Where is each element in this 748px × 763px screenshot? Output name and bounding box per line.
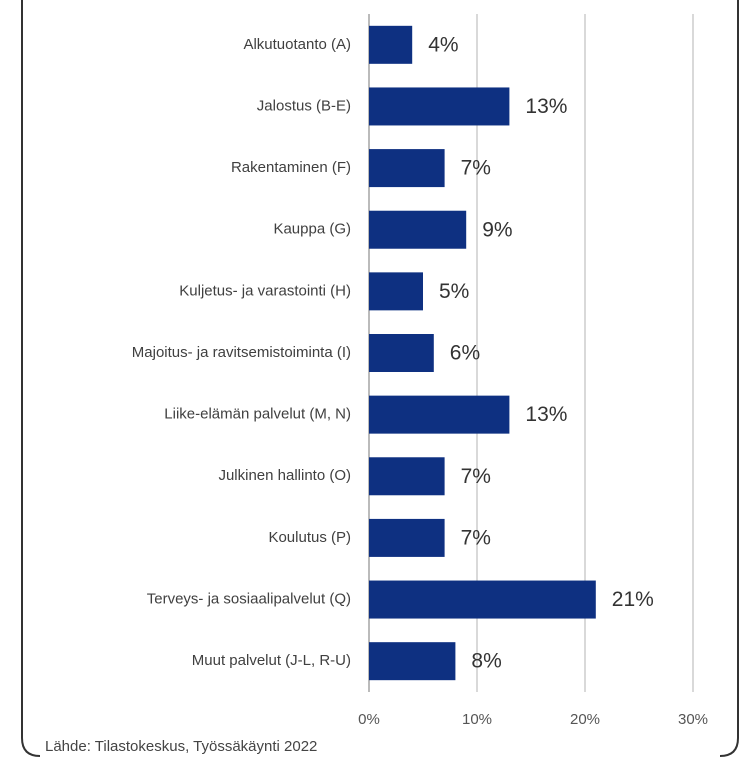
x-tick-label: 10% bbox=[462, 711, 492, 728]
bar bbox=[369, 25, 413, 64]
value-label: 4% bbox=[428, 33, 458, 56]
bar bbox=[369, 642, 456, 681]
x-tick-label: 0% bbox=[358, 711, 380, 728]
source: Lähde: Tilastokeskus, Työssäkäynti 2022 bbox=[45, 738, 317, 755]
y-tick-label: Jalostus (B-E) bbox=[257, 97, 351, 114]
frame-right bbox=[719, 0, 739, 757]
frame-left bbox=[21, 0, 41, 757]
bar bbox=[369, 149, 445, 188]
value-label: 7% bbox=[461, 157, 491, 180]
y-tick-label: Majoitus- ja ravitsemistoiminta (I) bbox=[132, 344, 351, 361]
y-tick-label: Julkinen hallinto (O) bbox=[218, 467, 351, 484]
value-label: 5% bbox=[439, 280, 469, 303]
value-label: 9% bbox=[482, 218, 512, 241]
bar bbox=[369, 518, 445, 557]
value-label: 13% bbox=[525, 95, 567, 118]
bar bbox=[369, 87, 510, 126]
y-tick-label: Liike-elämän palvelut (M, N) bbox=[164, 406, 351, 423]
value-label: 21% bbox=[612, 588, 654, 611]
bar bbox=[369, 457, 445, 496]
bar bbox=[369, 334, 434, 372]
value-label: 8% bbox=[471, 650, 501, 673]
bar bbox=[369, 272, 423, 311]
y-tick-label: Rakentaminen (F) bbox=[231, 159, 351, 176]
y-tick-label: Kauppa (G) bbox=[273, 221, 351, 238]
bar bbox=[369, 580, 596, 619]
y-tick-label: Alkutuotanto (A) bbox=[243, 36, 351, 53]
x-tick-label: 20% bbox=[570, 711, 600, 728]
bar bbox=[369, 395, 510, 434]
y-tick-label: Terveys- ja sosiaalipalvelut (Q) bbox=[147, 591, 351, 608]
value-label: 13% bbox=[525, 403, 567, 426]
value-label: 7% bbox=[461, 526, 491, 549]
value-label: 7% bbox=[461, 465, 491, 488]
x-tick-label: 30% bbox=[678, 711, 708, 728]
bar bbox=[369, 210, 467, 249]
value-label: 6% bbox=[450, 342, 480, 365]
y-tick-label: Koulutus (P) bbox=[268, 529, 351, 546]
y-tick-label: Kuljetus- ja varastointi (H) bbox=[179, 282, 351, 299]
y-tick-label: Muut palvelut (J-L, R-U) bbox=[192, 652, 351, 669]
